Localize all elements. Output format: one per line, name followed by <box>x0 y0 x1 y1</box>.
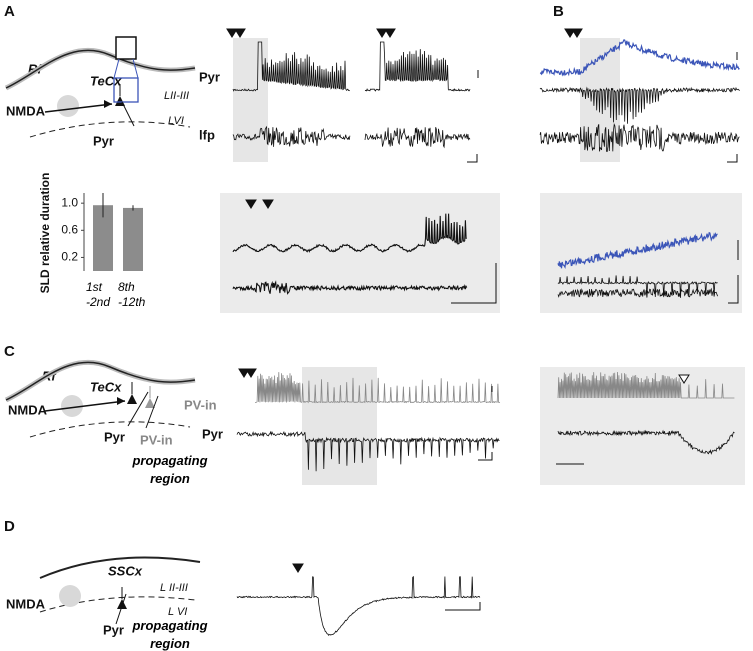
stimulus-marker <box>678 374 690 384</box>
microscope <box>115 36 137 60</box>
region-label: SSCx <box>108 563 143 578</box>
injection-site <box>59 585 81 607</box>
stimulus-marker <box>245 368 257 378</box>
region-label: TeCx <box>90 73 122 88</box>
cell-label: Pyr <box>104 429 125 444</box>
y-tick-label: 1.0 <box>61 195 78 209</box>
layer-label: LVI <box>168 115 184 127</box>
x-tick-label: 1st -2nd <box>86 280 111 309</box>
trace <box>539 123 740 153</box>
stimulus-marker <box>262 199 274 209</box>
stimulus-marker <box>238 368 250 378</box>
neuron <box>145 398 155 408</box>
y-axis-label: SLD relative duration <box>38 173 52 294</box>
electrode <box>115 593 127 625</box>
layer-boundary <box>29 121 191 138</box>
y-tick-label: 0.6 <box>61 222 78 236</box>
y-tick-label: 0.2 <box>61 250 78 264</box>
trace <box>557 275 718 298</box>
cortex-surface <box>39 556 201 579</box>
scale-bar <box>467 154 478 163</box>
trace <box>557 429 735 455</box>
bar <box>93 205 113 271</box>
stimulus-marker <box>234 28 246 38</box>
trace-label: Pyr <box>202 426 223 441</box>
layer-boundary <box>29 421 191 438</box>
injection-site <box>61 395 83 417</box>
scale-bar <box>727 154 738 163</box>
trace-label: Pyr <box>199 69 220 84</box>
region-label: TeCx <box>90 379 122 394</box>
arrow <box>44 400 126 412</box>
bar <box>123 207 143 271</box>
highlight <box>233 38 268 162</box>
panel-label: D <box>4 518 15 535</box>
panel-label: C <box>4 343 15 360</box>
scale-bar <box>478 452 493 461</box>
trace <box>557 371 735 399</box>
trace <box>539 39 740 77</box>
x-tick-label: 8th -12th <box>118 280 146 309</box>
cortex-surface <box>5 361 196 401</box>
drug-label: NMDA <box>6 103 46 118</box>
injection-site <box>57 95 79 117</box>
trace <box>236 575 481 636</box>
cell-label: Pyr <box>93 133 114 148</box>
cell-label: PV-in <box>140 432 173 447</box>
trace <box>236 430 500 472</box>
cortex-surface <box>5 49 196 89</box>
arrow <box>44 103 113 113</box>
layer-boundary <box>39 596 196 613</box>
trace <box>232 125 351 147</box>
stimulus-marker <box>292 563 304 573</box>
trace <box>364 41 471 92</box>
stimulus-marker <box>245 199 257 209</box>
highlight <box>302 367 377 485</box>
electrode <box>127 391 149 427</box>
trace-label: lfp <box>199 127 215 142</box>
region-note: propagating region <box>132 453 208 486</box>
neuron <box>127 394 137 404</box>
region-note: propagating region <box>132 618 208 651</box>
stimulus-marker <box>564 28 576 38</box>
scale-bar <box>451 263 497 304</box>
layer-label: L VI <box>168 606 187 618</box>
layer-label: LII-III <box>164 90 189 102</box>
electrode <box>121 101 135 127</box>
scale-bar <box>445 602 481 611</box>
trace <box>255 372 501 404</box>
panel-label: B <box>553 3 564 20</box>
stimulus-marker <box>384 28 396 38</box>
trace <box>539 86 740 124</box>
stimulus-marker <box>376 28 388 38</box>
stimulus-marker <box>571 28 583 38</box>
layer-label: L II-III <box>160 582 188 594</box>
trace <box>232 213 467 253</box>
neuron <box>117 599 127 609</box>
trace-label: PV-in <box>184 397 217 412</box>
drug-label: NMDA <box>8 402 48 417</box>
imaging-field <box>113 77 139 103</box>
trace <box>364 127 471 149</box>
arrow-head <box>117 397 125 405</box>
cell-label: Pyr <box>103 622 124 637</box>
inset <box>220 193 500 313</box>
stimulus-marker <box>226 28 238 38</box>
trace <box>557 231 718 269</box>
trace <box>232 41 351 92</box>
electrode <box>145 395 159 429</box>
trace <box>232 280 468 295</box>
panel-label: A <box>4 3 15 20</box>
arrow-head <box>104 100 112 108</box>
trace <box>557 287 718 298</box>
drug-label: NMDA <box>6 596 46 611</box>
